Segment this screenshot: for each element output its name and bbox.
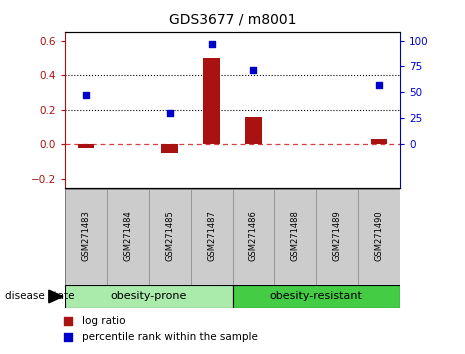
Bar	[245, 117, 262, 144]
Text: GSM271490: GSM271490	[374, 210, 384, 261]
Text: disease state: disease state	[5, 291, 74, 302]
Bar	[371, 139, 387, 144]
Text: log ratio: log ratio	[82, 316, 126, 326]
Bar	[65, 189, 107, 285]
Point	[208, 41, 215, 46]
Point	[166, 110, 173, 116]
Bar	[149, 189, 191, 285]
Text: GSM271484: GSM271484	[123, 210, 133, 261]
Point	[259, 236, 266, 242]
Text: percentile rank within the sample: percentile rank within the sample	[82, 332, 258, 342]
Text: obesity-prone: obesity-prone	[111, 291, 187, 302]
Polygon shape	[49, 290, 63, 303]
Text: obesity-resistant: obesity-resistant	[270, 291, 363, 302]
Point	[250, 67, 257, 73]
Text: GDS3677 / m8001: GDS3677 / m8001	[169, 12, 296, 27]
Text: GSM271483: GSM271483	[81, 210, 91, 261]
Text: GSM271487: GSM271487	[207, 210, 216, 261]
Bar	[232, 285, 400, 308]
Bar	[274, 189, 316, 285]
Text: GSM271486: GSM271486	[249, 210, 258, 261]
Bar	[203, 58, 220, 144]
Bar	[78, 144, 94, 148]
Bar	[107, 189, 149, 285]
Bar	[316, 189, 358, 285]
Bar	[191, 189, 232, 285]
Text: GSM271488: GSM271488	[291, 210, 300, 261]
Point	[375, 82, 383, 88]
Point	[259, 95, 266, 100]
Point	[82, 92, 90, 97]
Bar	[358, 189, 400, 285]
Text: GSM271485: GSM271485	[165, 210, 174, 261]
Bar	[232, 189, 274, 285]
Text: GSM271489: GSM271489	[332, 210, 342, 261]
Bar	[161, 144, 178, 153]
Bar	[65, 285, 232, 308]
